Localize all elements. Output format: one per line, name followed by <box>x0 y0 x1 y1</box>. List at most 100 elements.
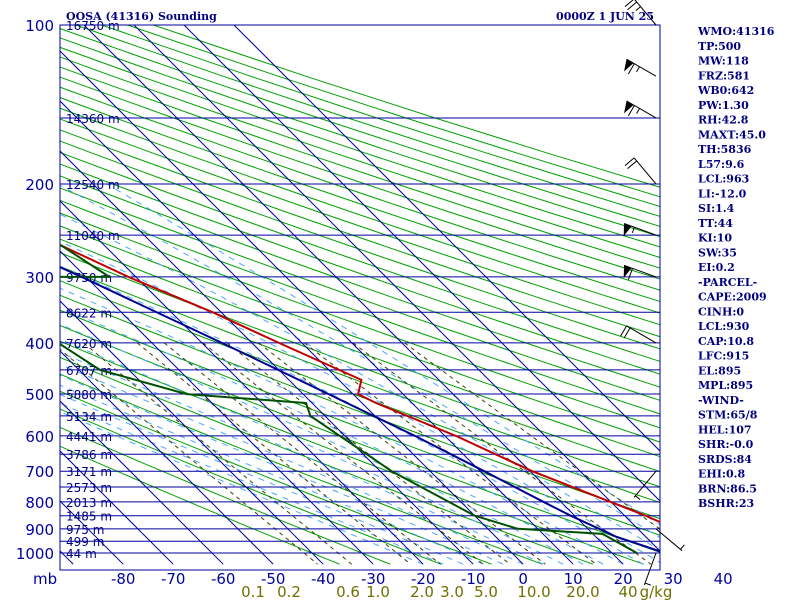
pressure-tick-label: 1000 <box>16 545 54 563</box>
wind-barb-full <box>624 0 634 8</box>
sounding-index: EHI:0.8 <box>698 468 745 481</box>
x-axis-unit: mb <box>33 570 57 588</box>
wind-barb <box>623 264 657 280</box>
sounding-traces <box>60 243 660 554</box>
sounding-index: -WIND- <box>698 394 744 407</box>
height-label: 44 m <box>66 547 97 561</box>
dry-adiabat-line <box>60 199 660 415</box>
chart-title: OOSA (41316) Sounding <box>66 10 217 23</box>
mixing-ratio-line <box>60 348 318 565</box>
sounding-index: MPL:895 <box>698 379 753 392</box>
isotherm-line <box>60 350 274 565</box>
dry-adiabat-line <box>101 25 660 208</box>
sounding-index: MAXT:45.0 <box>698 128 766 141</box>
isobars <box>59 24 661 571</box>
mixing-ratio-label: 10.0 <box>517 583 550 600</box>
sounding-index: PW:1.30 <box>698 99 749 112</box>
temperature-tick-label: -60 <box>211 570 236 588</box>
moist-adiabat-line <box>60 374 504 565</box>
isotherm-line <box>233 25 660 452</box>
height-label: 11040 m <box>66 229 120 243</box>
wind-barb-full <box>624 157 635 166</box>
temperature-tick-label: 10 <box>564 570 583 588</box>
height-label: 14360 m <box>66 112 120 126</box>
isotherm-line <box>60 300 324 565</box>
wind-barb-staff <box>633 470 657 498</box>
pressure-tick-label: 900 <box>25 521 54 539</box>
temperature-tick-label: 0 <box>518 570 528 588</box>
wind-barb-staff <box>626 58 657 77</box>
sounding-index: TH:5836 <box>698 143 752 156</box>
wind-barb-staff <box>633 157 657 185</box>
wind-barb-staff <box>626 100 657 119</box>
mixing-ratio-line <box>226 342 511 565</box>
sounding-index: TP:500 <box>698 40 741 53</box>
height-label: 3786 m <box>66 448 112 462</box>
dry-adiabat-line <box>60 76 660 280</box>
sounding-index: EI:0.2 <box>698 261 735 274</box>
dry-adiabat-line <box>60 356 594 565</box>
pressure-tick-label: 200 <box>25 176 54 194</box>
mixing-ratio-label: 40 <box>618 583 637 600</box>
wind-barb-full <box>627 1 638 11</box>
wind-barb-staff <box>634 0 657 26</box>
sounding-index: FRZ:581 <box>698 69 750 82</box>
temperature-tick-label: -50 <box>261 570 286 588</box>
pressure-tick-label: 700 <box>25 463 54 481</box>
sounding-index: KI:10 <box>698 232 732 245</box>
temperature-tick-label: -40 <box>311 570 336 588</box>
wind-barb <box>624 157 657 185</box>
isotherm-line <box>183 25 660 502</box>
isotherm-line <box>60 50 574 565</box>
temperature-trace <box>60 243 660 524</box>
dry-adiabat-line <box>60 340 644 565</box>
isotherm-line <box>60 450 174 565</box>
dry-adiabat-line <box>60 187 660 401</box>
dry-adiabat-line <box>60 97 660 302</box>
mixing-ratio-label: 2.0 <box>410 583 434 600</box>
height-label: 4441 m <box>66 430 112 444</box>
wind-barb-half <box>636 108 640 114</box>
sounding-index: CAP:10.8 <box>698 335 754 348</box>
mixing-ratio-label: 3.0 <box>440 583 464 600</box>
wind-barb-flag <box>623 223 632 237</box>
wind-barb-full <box>627 268 633 280</box>
sounding-index: LCL:963 <box>698 173 749 186</box>
isotherm-line <box>60 250 374 565</box>
isotherm-line <box>60 150 474 565</box>
isotherm-line <box>60 200 424 565</box>
sounding-index: LCL:930 <box>698 320 750 333</box>
sounding-index: SRDS:84 <box>698 453 752 466</box>
wind-barb-full <box>627 105 635 117</box>
isotherm-line <box>60 400 224 565</box>
temperature-tick-label: 40 <box>714 570 733 588</box>
height-label: 975 m <box>66 523 104 537</box>
isotherm-line <box>0 25 23 564</box>
wind-barb <box>633 470 657 500</box>
sounding-index: WB0:642 <box>697 84 754 97</box>
wind-barbs <box>620 0 685 586</box>
dry-adiabat-line <box>60 390 492 565</box>
pressure-tick-label: 800 <box>25 494 54 512</box>
wind-barb-staff <box>655 528 683 552</box>
pressure-tick-label: 600 <box>25 428 54 446</box>
moist-adiabat-line <box>60 351 544 565</box>
wind-barb-full <box>627 160 638 170</box>
dry-adiabat-line <box>60 225 660 443</box>
height-label: 1485 m <box>66 510 112 524</box>
dry-adiabat-line <box>60 445 340 565</box>
wind-barb <box>624 0 657 26</box>
wind-barb-half <box>635 6 641 11</box>
dry-adiabat-line <box>60 426 391 565</box>
wind-barb-flag <box>624 59 634 72</box>
isotherm-line <box>60 100 524 565</box>
moist-adiabat-line <box>60 402 444 565</box>
pressure-tick-label: 100 <box>25 17 54 35</box>
moist-adiabat-line <box>60 184 660 539</box>
moist-adiabat-line <box>60 338 564 565</box>
mixing-ratio-line <box>163 342 441 565</box>
dry-adiabat-line <box>60 56 660 259</box>
